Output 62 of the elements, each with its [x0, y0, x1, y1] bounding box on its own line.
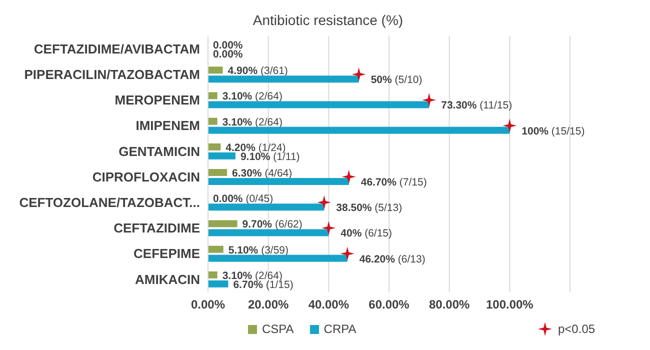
point — [352, 67, 366, 82]
data-label: 100% (15/15) — [522, 125, 585, 138]
legend-label: p<0.05 — [557, 322, 596, 336]
y-tick-label: MEROPENEM — [114, 92, 200, 108]
x-tick-label: 80.00% — [428, 298, 470, 312]
legend-label: CSPA — [261, 322, 294, 336]
data-label: 40% (6/15) — [340, 228, 392, 240]
data-label: 6.30% (4/64) — [232, 168, 292, 180]
data-label: 0.00% — [213, 48, 244, 60]
y-tick-label: PIPERACILIN/TAZOBACTAM — [24, 67, 200, 82]
y-tick-label: CEFTOZOLANE/TAZOBACT... — [19, 195, 200, 210]
y-tick-label: GENTAMICIN — [118, 144, 200, 159]
point — [322, 221, 336, 235]
data-label: 4.90% (3/61) — [228, 65, 288, 78]
data-label: 0.00% — [213, 40, 244, 52]
point — [502, 118, 517, 133]
bar — [208, 169, 228, 176]
bar — [208, 220, 238, 228]
y-tick-label: IMIPENEM — [136, 118, 200, 134]
y-tick-label: AMIKACIN — [135, 272, 200, 287]
bar — [208, 76, 359, 83]
bar — [208, 229, 329, 236]
bar — [208, 101, 430, 108]
bar — [208, 143, 221, 150]
data-label: 3.10% (2/64) — [222, 90, 282, 103]
data-label: 0.00% (0/45) — [213, 193, 274, 206]
y-tick-label: CEFTAZIDIME/AVIBACTAM — [34, 41, 200, 56]
y-tick-label: CIPROFLOXACIN — [92, 169, 200, 184]
bar — [208, 178, 349, 185]
legend-label: CRPA — [322, 322, 356, 336]
data-label: 5.10% (3/59) — [228, 244, 289, 256]
bar — [208, 126, 510, 134]
data-label: 46.70% (7/15) — [360, 176, 427, 188]
data-label: 73.30% (11/15) — [441, 100, 512, 112]
bar — [208, 118, 218, 125]
x-tick-label: 0.00% — [190, 298, 226, 312]
chart-title: Antibiotic resistance (%) — [252, 11, 404, 30]
y-tick-label: CEFEPIME — [134, 246, 200, 262]
bar — [208, 280, 228, 288]
data-label: 3.10% (2/64) — [222, 270, 282, 282]
point — [340, 246, 354, 261]
data-label: 3.10% (2/64) — [222, 116, 282, 128]
bar — [208, 66, 223, 74]
y-tick-label: CEFTAZIDIME — [114, 220, 200, 236]
x-tick-label: 100.00% — [486, 298, 534, 312]
x-tick-label: 60.00% — [368, 298, 410, 312]
bar — [208, 254, 348, 262]
point — [342, 170, 356, 184]
data-label: 46.20% (6/13) — [359, 253, 426, 266]
data-label: 4.20% (1/24) — [226, 142, 286, 154]
data-label: 9.70% (6/62) — [242, 218, 302, 231]
x-tick-label: 20.00% — [248, 298, 290, 312]
bar — [208, 204, 324, 211]
data-label: 50% (5/10) — [370, 74, 422, 86]
bar — [208, 152, 236, 160]
x-tick-label: 40.00% — [308, 298, 350, 312]
bar — [208, 246, 224, 253]
point — [317, 195, 332, 210]
data-label: 38.50% (5/13) — [336, 202, 402, 214]
bar — [208, 271, 218, 278]
bar — [208, 92, 218, 100]
point — [422, 93, 436, 107]
